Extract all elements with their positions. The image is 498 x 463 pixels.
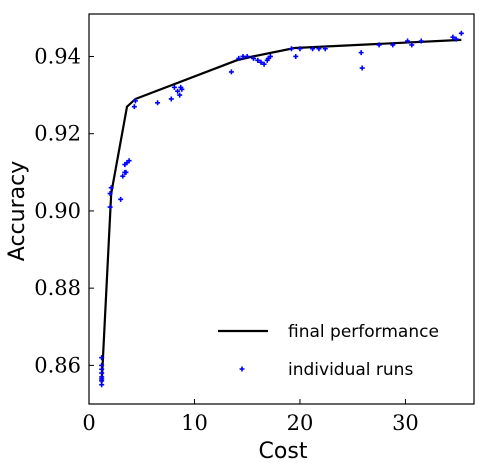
plot-frame [88, 13, 475, 405]
scatter-point-individual-run [458, 30, 464, 36]
y-tick-label: 0.90 [34, 199, 81, 223]
scatter-point-individual-run [132, 98, 138, 104]
scatter-point-individual-run [240, 53, 246, 59]
scatter-point-individual-run [228, 69, 234, 75]
scatter-point-individual-run [108, 185, 114, 191]
y-tick-label: 0.94 [34, 44, 81, 68]
scatter-point-individual-run [297, 46, 303, 52]
series-layer [99, 30, 464, 388]
axis-ticks: 0 10 20 30 0.86 0.88 0.90 0.92 0.94 [34, 44, 419, 435]
scatter-point-individual-run [322, 46, 328, 52]
scatter-point-individual-run [261, 61, 267, 67]
scatter-point-individual-run [99, 362, 105, 368]
x-axis-label: Cost [259, 439, 308, 463]
scatter-point-individual-run [120, 173, 126, 179]
legend: final performance individual runs [218, 322, 439, 380]
scatter-point-individual-run [123, 169, 129, 175]
x-tick-label: 20 [287, 411, 314, 435]
y-tick-label: 0.92 [34, 122, 81, 146]
x-tick-label: 10 [181, 411, 208, 435]
scatter-point-individual-run [258, 59, 264, 65]
scatter-point-individual-run [107, 204, 113, 210]
series-line-final-performance [100, 38, 462, 383]
scatter-point-individual-run [244, 53, 250, 59]
x-tick-label: 0 [82, 411, 95, 435]
scatter-point-individual-run [155, 100, 161, 106]
scatter-point-individual-run [168, 96, 174, 102]
scatter-point-individual-run [251, 55, 257, 61]
scatter-point-individual-run [175, 88, 181, 94]
y-tick-label: 0.88 [34, 276, 81, 300]
scatter-point-individual-run [418, 38, 424, 44]
scatter-point-individual-run [390, 42, 396, 48]
scatter-point-individual-run [376, 42, 382, 48]
scatter-point-individual-run [405, 38, 411, 44]
scatter-point-individual-run [293, 53, 299, 59]
y-tick-label: 0.86 [34, 353, 81, 377]
scatter-point-individual-run [177, 92, 183, 98]
scatter-point-individual-run [118, 196, 124, 202]
y-axis-label: Accuracy [5, 161, 30, 261]
scatter-point-individual-run [171, 84, 177, 90]
scatter-point-individual-run [236, 55, 242, 61]
scatter-point-individual-run [267, 53, 273, 59]
scatter-point-individual-run [255, 57, 261, 63]
scatter-point-individual-run [179, 86, 185, 92]
scatter-point-individual-run [409, 42, 415, 48]
scatter-point-individual-run [131, 104, 137, 110]
scatter-point-individual-run [450, 34, 456, 40]
scatter-point-individual-run [316, 46, 322, 52]
scatter-point-individual-run [453, 36, 459, 42]
legend-label-individual-runs: individual runs [288, 360, 413, 380]
legend-marker-swatch [239, 366, 245, 372]
legend-label-final-performance: final performance [288, 322, 439, 342]
scatter-point-individual-run [289, 46, 295, 52]
scatter-point-individual-run [126, 158, 132, 164]
scatter-point-individual-run [359, 65, 365, 71]
scatter-point-individual-run [358, 50, 364, 56]
x-tick-label: 30 [392, 411, 419, 435]
scatter-point-individual-run [310, 46, 316, 52]
scatter-point-individual-run [107, 191, 113, 197]
scatter-point-individual-run [99, 355, 105, 361]
